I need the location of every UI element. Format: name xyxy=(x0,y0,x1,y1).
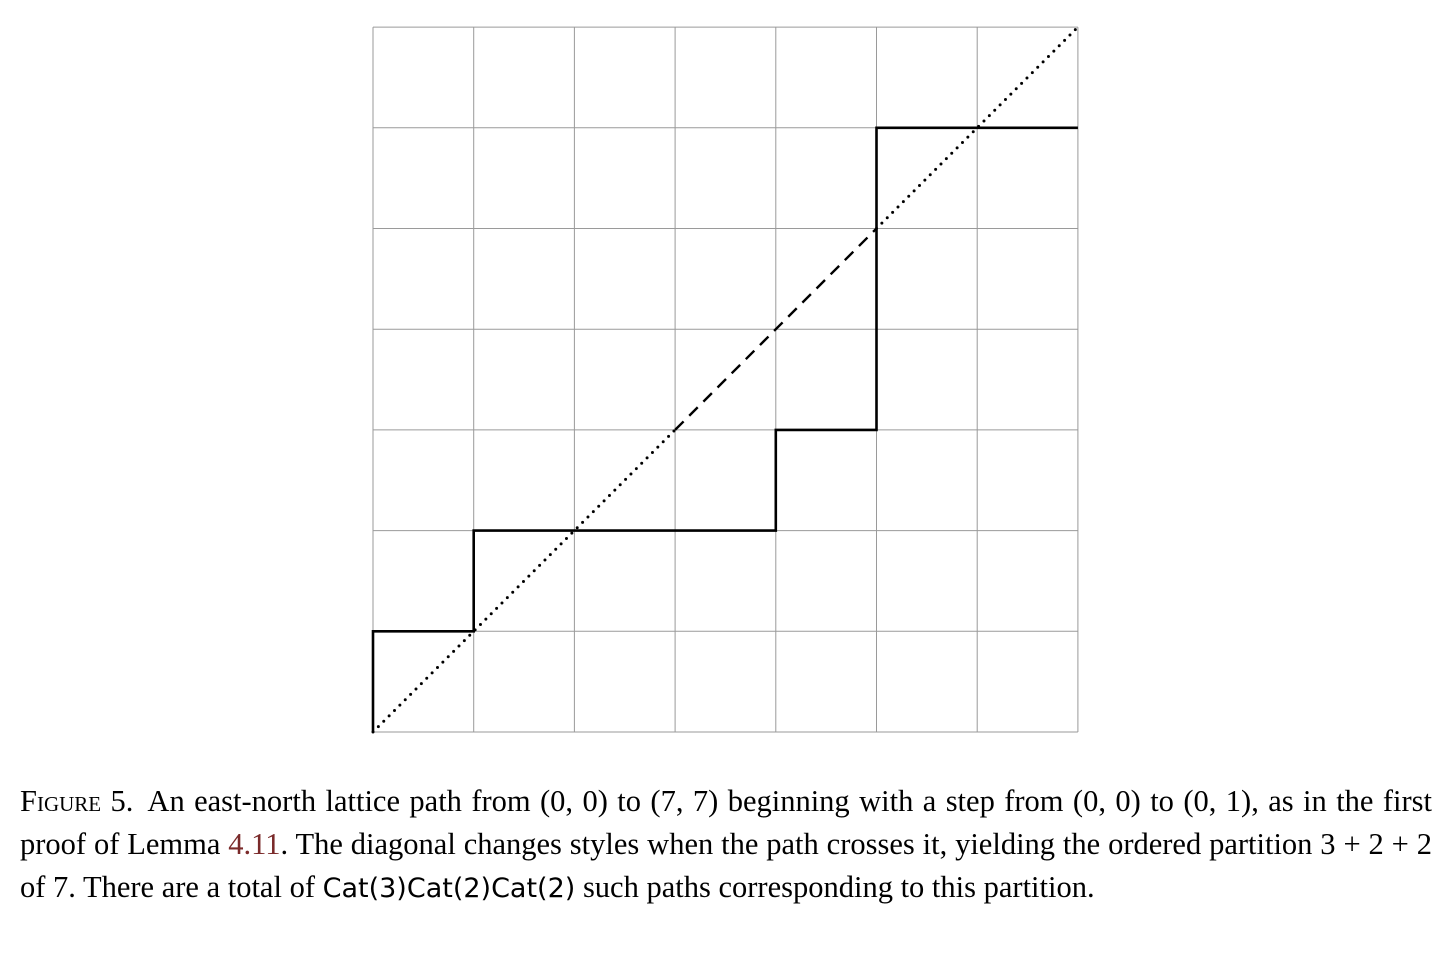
lattice-path xyxy=(371,126,1078,732)
caption-text-1: An east-north lattice path from (0, 0) t… xyxy=(20,784,1432,861)
figure-label: Figure 5. xyxy=(20,784,134,818)
catalan-expression: Cat(3)Cat(2)Cat(2) xyxy=(322,873,576,904)
caption-text-2: . The diagonal changes styles when the p… xyxy=(20,827,1432,904)
lemma-reference-link[interactable]: 4.11 xyxy=(228,827,281,861)
caption-text-3: such paths corresponding to this partiti… xyxy=(575,870,1095,904)
diagonal-line xyxy=(371,25,1080,734)
diagonal-segment-dotted xyxy=(371,428,677,734)
diagonal-segment-dashed xyxy=(674,227,878,431)
lattice-path-diagram xyxy=(371,25,1080,734)
figure-caption: Figure 5. An east-north lattice path from… xyxy=(20,780,1432,910)
